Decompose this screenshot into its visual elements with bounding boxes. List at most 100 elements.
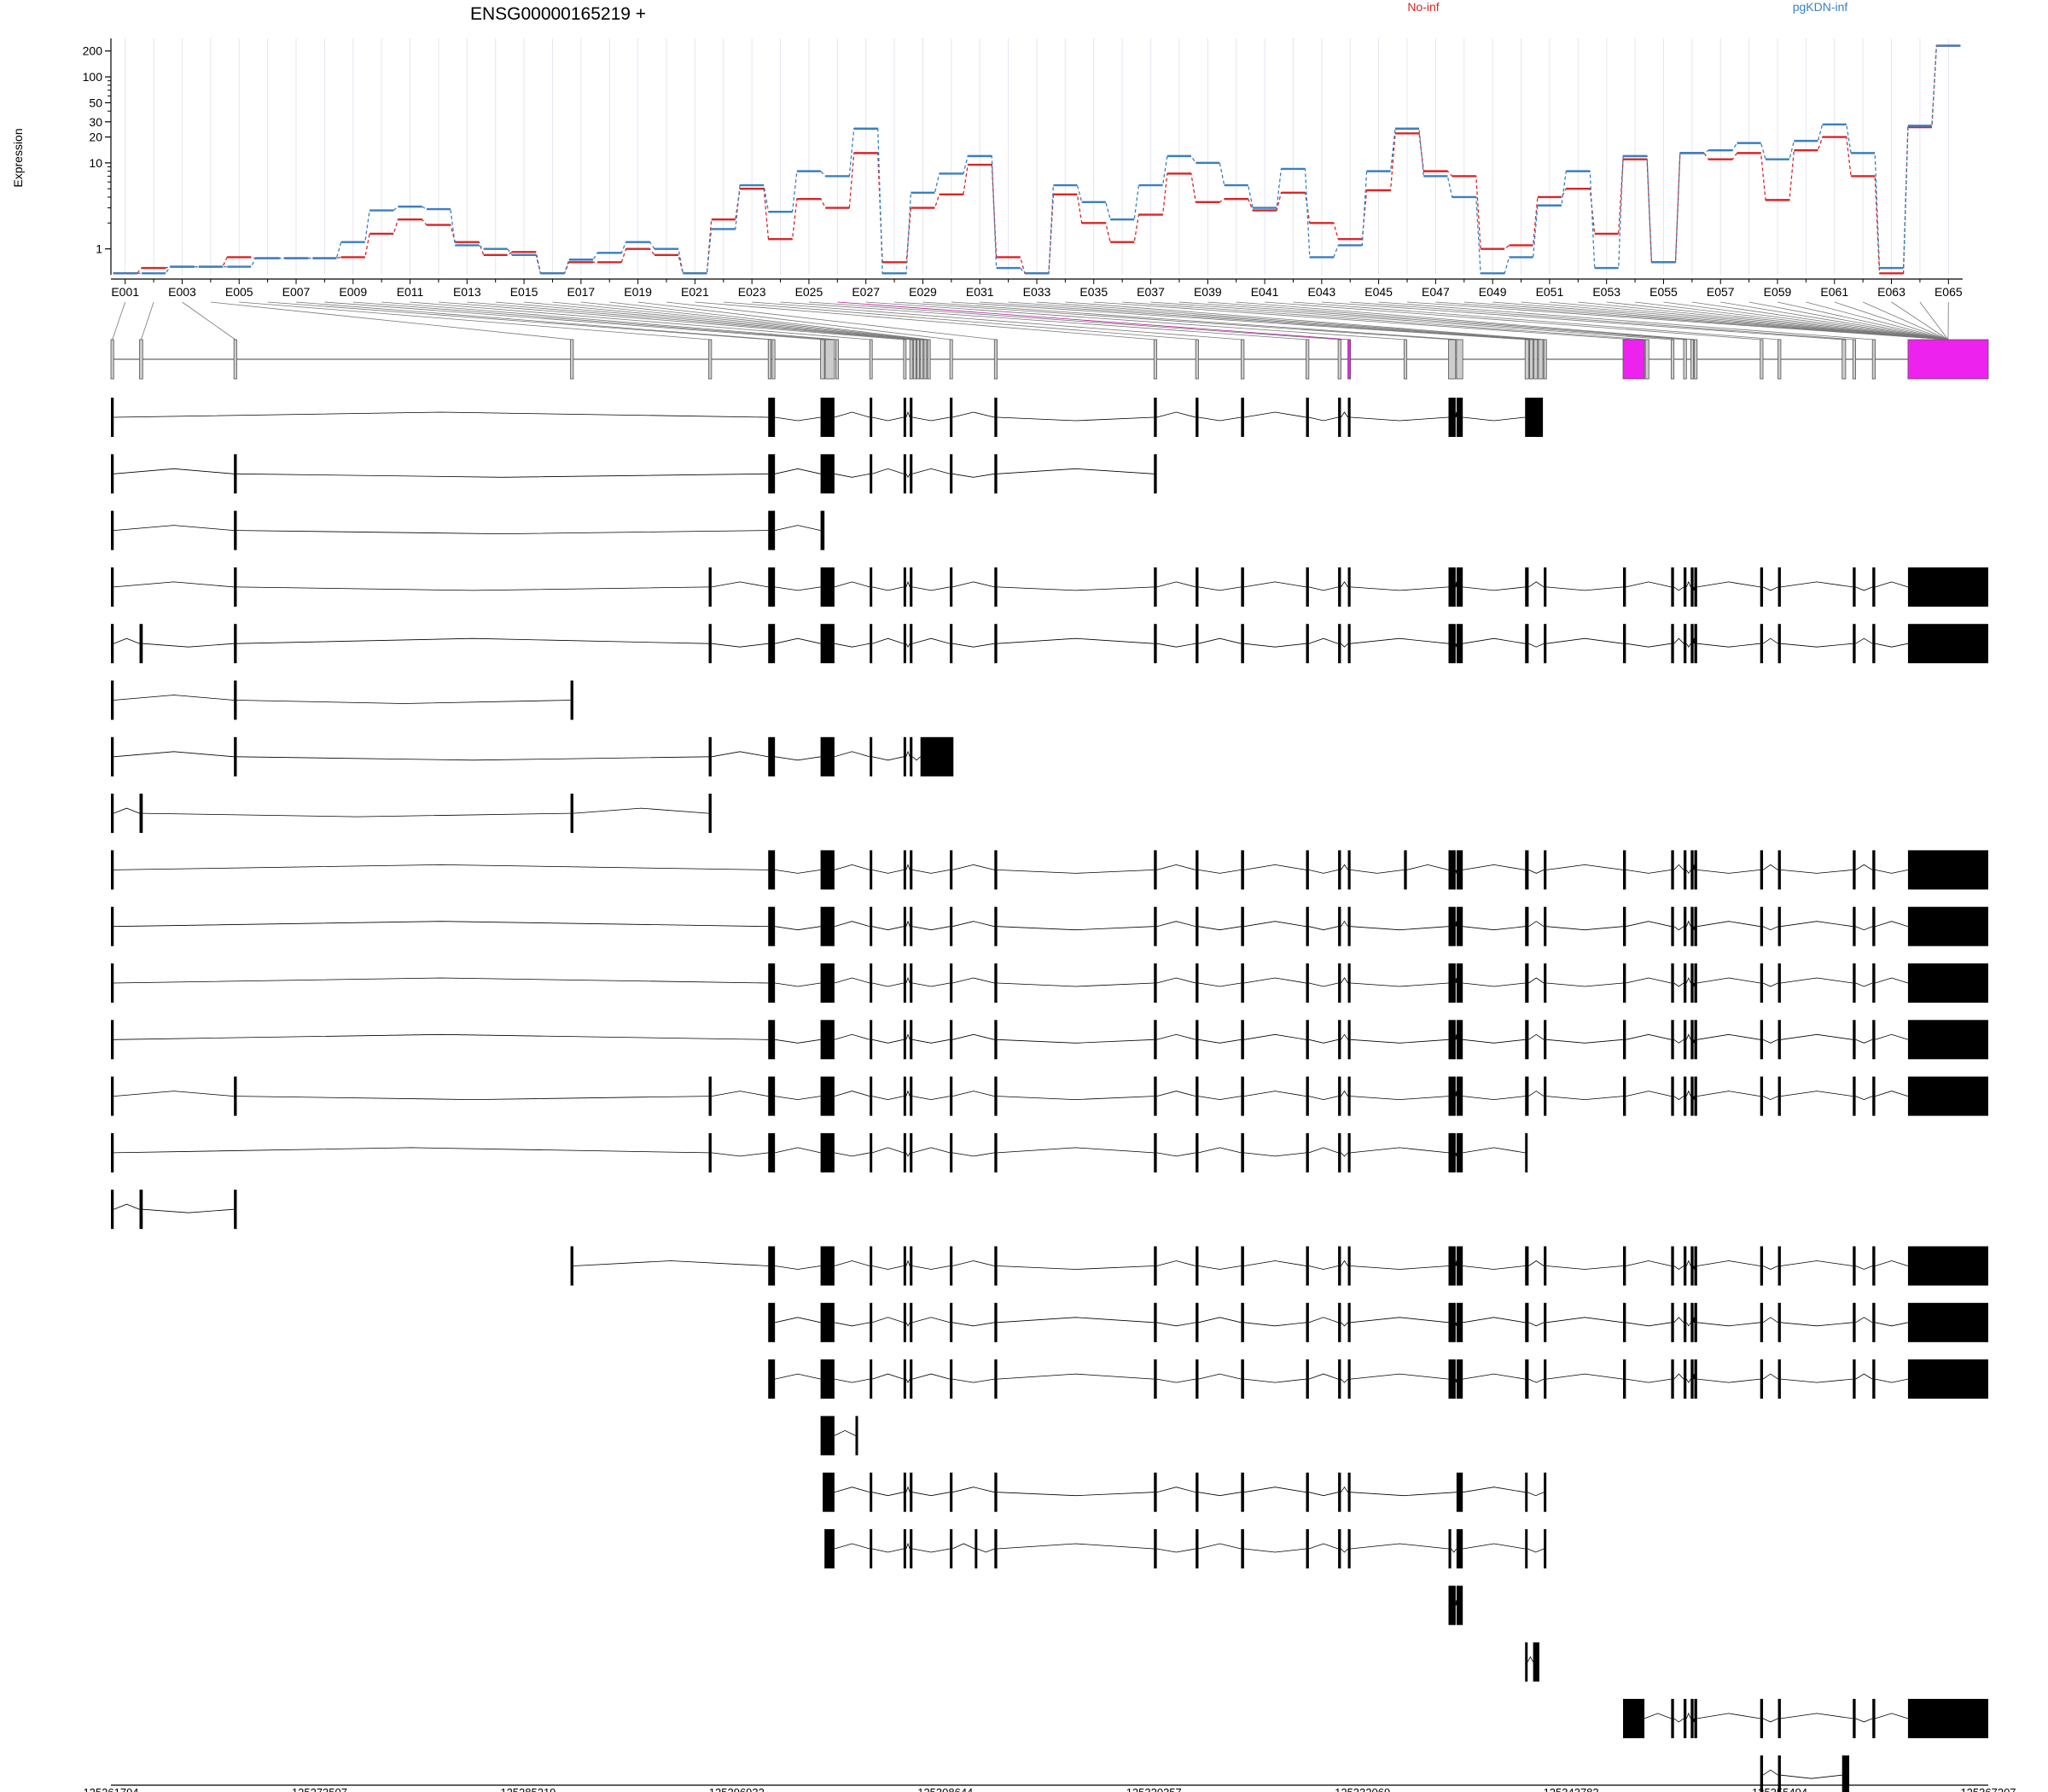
- transcript-exon: [820, 1020, 835, 1060]
- transcript-intron: [1696, 921, 1760, 928]
- transcript-intron: [1350, 586, 1449, 591]
- transcript-exon: [870, 624, 873, 664]
- exon-connector: [894, 301, 1452, 340]
- transcript-intron: [997, 416, 1155, 422]
- transcript-intron: [1156, 921, 1196, 928]
- transcript-intron: [1243, 1033, 1306, 1040]
- transcript-exon: [903, 454, 906, 494]
- transcript-intron: [872, 586, 904, 591]
- exon-tick-label: E013: [453, 285, 481, 299]
- transcript-exon: [1338, 1529, 1341, 1568]
- transcript-intron: [997, 1317, 1155, 1324]
- transcript-intron: [952, 1091, 995, 1097]
- transcript-intron: [1546, 1265, 1624, 1270]
- transcript-exon: [1525, 1302, 1529, 1342]
- transcript-intron: [1528, 921, 1545, 928]
- transcript-exon: [975, 1529, 978, 1568]
- transcript-intron: [573, 1260, 769, 1266]
- transcript-exon: [1907, 963, 1988, 1003]
- transcript-exon: [820, 1416, 835, 1456]
- transcript-exon: [1347, 1529, 1351, 1568]
- transcript-intron: [775, 525, 821, 531]
- transcript-intron: [1626, 1033, 1672, 1040]
- transcript-exon: [1671, 1076, 1674, 1116]
- exon-connector: [1350, 301, 1854, 340]
- transcript-exon: [820, 963, 835, 1003]
- exon-connector: [780, 301, 1308, 340]
- transcript-exon: [1694, 1698, 1697, 1738]
- gene-exon: [820, 339, 825, 380]
- transcript-intron: [711, 751, 769, 758]
- transcript-exon: [1448, 1302, 1456, 1342]
- gene-exon: [949, 339, 953, 380]
- transcript-exon: [111, 963, 114, 1003]
- transcript-exon: [1196, 850, 1199, 890]
- transcript-intron: [1243, 1378, 1306, 1383]
- transcript-intron: [905, 1542, 911, 1550]
- transcript-exon: [1694, 1246, 1697, 1286]
- transcript-exon: [1306, 1020, 1309, 1060]
- position-tick-label: 125308644: [917, 1786, 973, 1792]
- transcript-exon: [994, 1020, 998, 1060]
- transcript-exon: [1777, 963, 1781, 1003]
- transcript-intron: [1463, 1373, 1526, 1380]
- transcript-intron: [775, 870, 821, 874]
- transcript-exon: [1683, 1076, 1687, 1116]
- transcript-intron: [1463, 1096, 1526, 1101]
- transcript-exon: [1525, 1132, 1528, 1172]
- transcript-intron: [1455, 1322, 1457, 1326]
- transcript-exon: [1872, 1076, 1876, 1116]
- transcript-exon: [1448, 1585, 1456, 1626]
- transcript-intron: [834, 643, 870, 648]
- exon-tick-label: E059: [1764, 285, 1792, 299]
- transcript-exon: [903, 906, 906, 946]
- transcript-intron: [952, 1033, 995, 1040]
- transcript-intron: [834, 1152, 870, 1157]
- transcript-exon: [111, 1020, 114, 1060]
- transcript-exon: [1306, 1246, 1309, 1286]
- transcript-exon: [1241, 1246, 1244, 1286]
- transcript-exon: [708, 794, 712, 834]
- exon-connector: [1606, 301, 1949, 340]
- transcript-exon: [1694, 1020, 1697, 1060]
- transcript-exon: [1683, 963, 1687, 1003]
- transcript-intron: [834, 1543, 870, 1550]
- transcript-exon: [820, 736, 835, 777]
- transcript-intron: [1350, 1096, 1449, 1101]
- transcript-exon: [903, 963, 906, 1003]
- transcript-intron: [1350, 1039, 1449, 1044]
- transcript-exon: [1241, 624, 1244, 664]
- transcript-intron: [912, 982, 951, 987]
- transcript-intron: [711, 1091, 769, 1097]
- transcript-exon: [1525, 1246, 1529, 1286]
- exon-connector: [1635, 301, 1949, 340]
- transcript-exon: [1671, 1302, 1674, 1342]
- transcript-exon: [1448, 1020, 1456, 1060]
- transcript-intron: [1546, 1373, 1624, 1380]
- transcript-intron: [912, 870, 951, 874]
- exon-connector: [1834, 301, 1949, 340]
- transcript-exon: [1525, 906, 1529, 946]
- transcript-exon: [1154, 1302, 1157, 1342]
- transcript-exon: [950, 850, 953, 890]
- transcript-exon: [1777, 1698, 1781, 1738]
- transcript-intron: [1780, 870, 1853, 874]
- gene-exon: [1195, 339, 1199, 380]
- transcript-exon: [1777, 1076, 1781, 1116]
- transcript-exon: [1456, 1472, 1463, 1512]
- transcript-exon: [1448, 567, 1456, 607]
- transcript-intron: [1455, 1260, 1457, 1266]
- transcript-intron: [1696, 581, 1760, 588]
- transcript-exon: [1338, 850, 1341, 890]
- transcript-exon: [1690, 850, 1694, 890]
- transcript-exon: [1306, 1076, 1309, 1116]
- transcript-intron: [1546, 637, 1624, 644]
- exon-connector: [1663, 301, 1949, 340]
- transcript-intron: [905, 750, 911, 757]
- transcript-intron: [1528, 643, 1545, 648]
- exon-connector: [837, 301, 1350, 340]
- transcript-intron: [775, 1317, 821, 1324]
- transcript-intron: [1463, 1265, 1526, 1270]
- transcript-exon: [910, 1132, 913, 1172]
- transcript-exon: [870, 1302, 873, 1342]
